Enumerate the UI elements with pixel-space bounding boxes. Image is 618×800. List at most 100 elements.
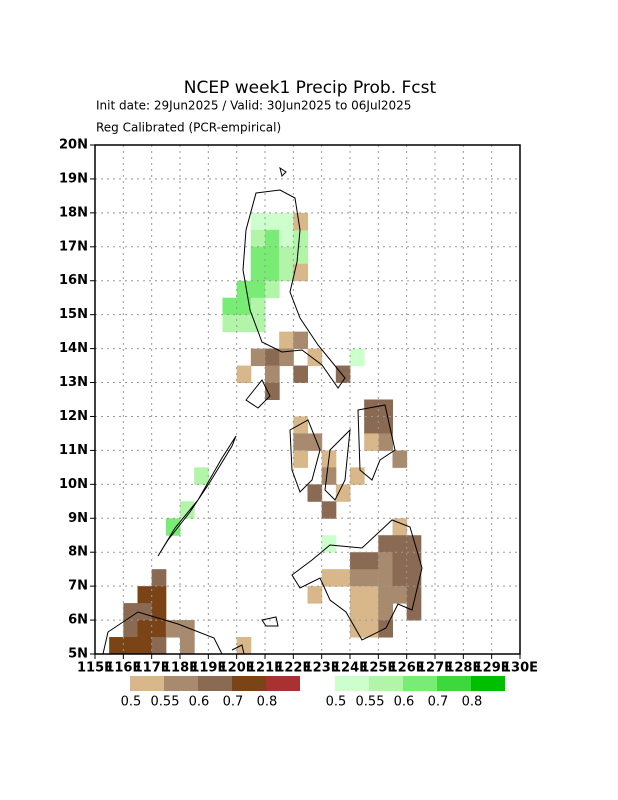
prob-cell — [151, 620, 167, 638]
y-tick-label: 19N — [59, 171, 88, 186]
x-tick-label: 128E — [445, 661, 481, 676]
prob-cell — [137, 620, 153, 638]
legend-swatch — [164, 676, 198, 691]
prob-cell — [265, 246, 280, 265]
legend-label: 0.7 — [223, 695, 244, 710]
prob-cell — [293, 212, 308, 231]
y-tick-label: 15N — [59, 307, 88, 322]
prob-cell — [406, 552, 422, 570]
prob-cell — [279, 348, 294, 367]
prob-cell — [307, 348, 323, 367]
prob-cell — [250, 229, 266, 248]
prob-cell — [279, 212, 294, 231]
prob-cell — [250, 263, 266, 282]
y-tick-label: 8N — [68, 545, 88, 560]
legend-swatch — [369, 676, 403, 691]
x-tick-label: 120E — [219, 661, 255, 676]
prob-cell — [378, 586, 393, 604]
y-tick-label: 14N — [59, 341, 88, 356]
prob-cell — [279, 229, 294, 248]
prob-cell — [165, 620, 181, 638]
prob-cell — [236, 637, 252, 655]
prob-cell — [364, 416, 379, 434]
y-tick-label: 9N — [68, 511, 88, 526]
prob-cell — [293, 246, 308, 265]
prob-cell — [265, 365, 280, 384]
prob-cell — [265, 263, 280, 282]
prob-cell — [378, 620, 393, 638]
prob-cell — [406, 535, 422, 553]
prob-cell — [406, 603, 422, 621]
legend-swatch — [335, 676, 369, 691]
coastline — [102, 166, 423, 655]
prob-cell — [265, 348, 280, 367]
legend-swatch — [198, 676, 232, 691]
x-tick-label: 121E — [247, 661, 283, 676]
prob-cell — [335, 365, 351, 384]
y-tick-label: 5N — [68, 647, 88, 662]
prob-cell — [392, 535, 408, 553]
prob-cell — [392, 552, 408, 570]
x-tick-label: 122E — [275, 661, 311, 676]
prob-cell — [279, 263, 294, 282]
prob-cell — [392, 450, 408, 468]
prob-cell — [123, 637, 138, 655]
prob-cell — [350, 348, 365, 367]
legend-label: 0.5 — [121, 695, 142, 710]
legend-swatch — [266, 676, 300, 691]
prob-cell — [250, 212, 266, 231]
prob-cell — [236, 297, 252, 316]
prob-cell — [307, 586, 323, 604]
prob-cell — [321, 569, 337, 587]
prob-cell — [350, 569, 365, 587]
prob-cell — [180, 637, 195, 655]
prob-cell — [151, 637, 167, 655]
prob-cell — [180, 501, 195, 519]
prob-cell — [307, 484, 323, 502]
subtitle: Reg Calibrated (PCR-empirical) — [96, 121, 281, 135]
prob-cell — [321, 467, 337, 485]
prob-cell — [279, 246, 294, 265]
x-tick-label: 125E — [360, 661, 396, 676]
prob-cell — [236, 365, 252, 384]
title: NCEP week1 Precip Prob. Fcst — [184, 78, 437, 98]
x-tick-label: 116E — [105, 661, 141, 676]
prob-cell — [236, 280, 252, 299]
prob-cell — [364, 586, 379, 604]
y-tick-label: 12N — [59, 409, 88, 424]
prob-cell — [350, 552, 365, 570]
y-tick-label: 17N — [59, 239, 88, 254]
x-tick-label: 127E — [417, 661, 453, 676]
legend-swatch — [403, 676, 437, 691]
x-tick-label: 124E — [332, 661, 368, 676]
prob-cell — [236, 314, 252, 333]
prob-cell — [364, 603, 379, 621]
y-tick-label: 11N — [59, 443, 88, 458]
prob-cell — [151, 586, 167, 604]
x-tick-label: 115E — [77, 661, 113, 676]
prob-cell — [250, 314, 266, 333]
prob-cell — [293, 365, 308, 384]
y-tick-label: 16N — [59, 273, 88, 288]
x-tick-label: 119E — [190, 661, 226, 676]
prob-cell — [406, 586, 422, 604]
prob-cell — [123, 603, 138, 621]
prob-cell — [137, 603, 153, 621]
y-tick-label: 6N — [68, 613, 88, 628]
legend-swatch — [437, 676, 471, 691]
y-tick-label: 18N — [59, 205, 88, 220]
y-tick-label: 7N — [68, 579, 88, 594]
prob-cell — [350, 586, 365, 604]
prob-cell — [293, 229, 308, 248]
x-tick-label: 130E — [502, 661, 538, 676]
legend-label: 0.7 — [428, 695, 449, 710]
subtitle: Init date: 29Jun2025 / Valid: 30Jun2025 … — [96, 99, 411, 113]
prob-cell — [335, 484, 351, 502]
prob-cell — [293, 331, 308, 350]
prob-cell — [364, 399, 379, 417]
prob-cell — [378, 569, 393, 587]
x-tick-label: 129E — [474, 661, 510, 676]
y-tick-label: 20N — [59, 138, 88, 153]
prob-cell — [321, 501, 337, 519]
